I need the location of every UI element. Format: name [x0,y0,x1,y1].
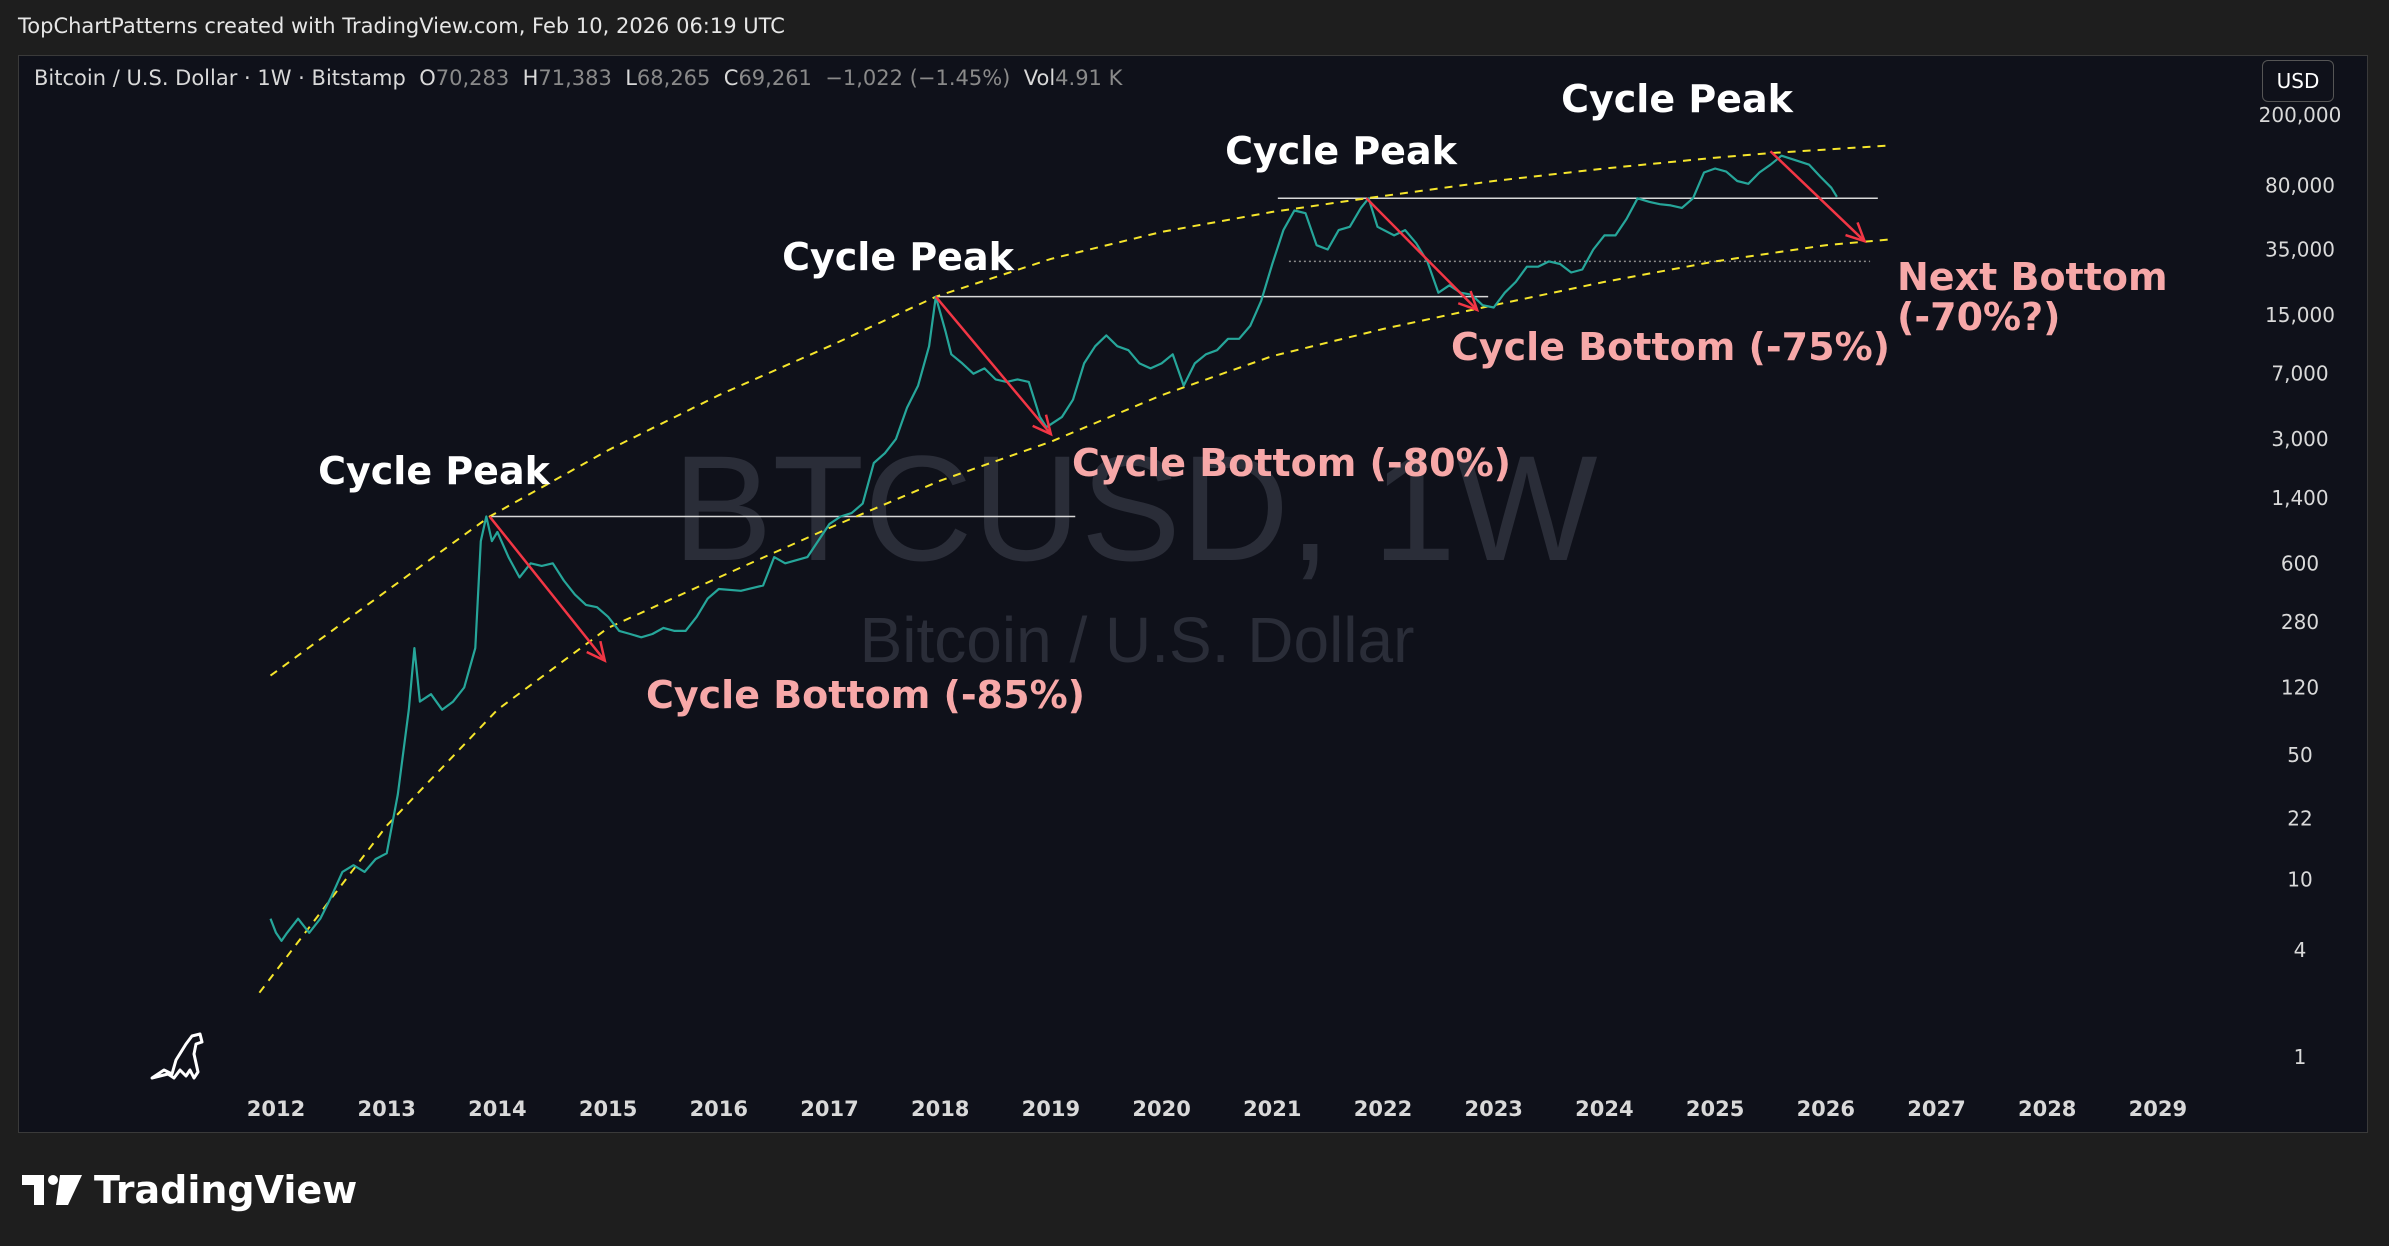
legend-change: −1,022 (−1.45%) [825,66,1011,90]
y-tick-label: 1 [2294,1045,2307,1069]
legend-low-label: L [625,66,637,90]
y-tick-label: 280 [2281,610,2319,634]
brand-name: TradingView [94,1168,358,1212]
annotation-2: Cycle Peak [782,235,1014,279]
series-line-0 [269,154,1838,943]
annotation-4: Cycle Peak [1225,129,1457,173]
y-tick-label: 4 [2294,938,2307,962]
y-tick-label: 35,000 [2265,238,2335,262]
arrow-3 [1769,150,1867,244]
arrow-0 [488,515,607,663]
y-tick-label: 7,000 [2271,362,2328,386]
legend-symbol: Bitcoin / U.S. Dollar · 1W · Bitstamp [34,66,406,90]
x-tick-label: 2024 [1575,1097,1633,1121]
annotation-1: Cycle Bottom (-85%) [646,673,1085,717]
x-tick-label: 2018 [911,1097,969,1121]
x-tick-label: 2013 [357,1097,415,1121]
x-tick-label: 2017 [800,1097,858,1121]
legend-close: 69,261 [738,66,812,90]
currency-button[interactable]: USD [2262,60,2334,102]
legend-vol: 4.91 K [1055,66,1123,90]
arrow-2 [1365,197,1480,312]
y-tick-label: 10 [2287,867,2312,891]
dinosaur-icon [150,1032,204,1080]
x-tick-label: 2015 [579,1097,637,1121]
arrow-1 [934,295,1053,437]
x-tick-label: 2020 [1132,1097,1190,1121]
x-tick-label: 2028 [2018,1097,2076,1121]
x-tick-label: 2022 [1354,1097,1412,1121]
x-tick-label: 2016 [690,1097,748,1121]
y-tick-label: 22 [2287,806,2312,830]
annotation-0: Cycle Peak [318,449,550,493]
band-lines [258,144,1893,994]
y-tick-label: 200,000 [2259,103,2342,127]
annotation-3: Cycle Bottom (-80%) [1072,441,1511,485]
legend-close-label: C [723,66,739,90]
annotation-7: Next Bottom (-70%?) [1897,255,2168,339]
y-tick-label: 600 [2281,551,2319,575]
x-tick-label: 2012 [247,1097,305,1121]
band-upper [269,144,1893,677]
x-tick-label: 2021 [1243,1097,1301,1121]
band-lower [258,238,1893,994]
y-tick-label: 80,000 [2265,174,2335,198]
annotation-6: Cycle Peak [1561,77,1793,121]
y-tick-label: 50 [2287,743,2312,767]
y-tick-label: 15,000 [2265,303,2335,327]
symbol-legend[interactable]: Bitcoin / U.S. Dollar · 1W · Bitstamp O7… [34,66,1122,90]
x-tick-label: 2019 [1022,1097,1080,1121]
cycle-arrows [488,150,1867,663]
x-tick-label: 2025 [1686,1097,1744,1121]
x-tick-label: 2026 [1797,1097,1855,1121]
x-tick-label: 2029 [2129,1097,2187,1121]
attribution-text: TopChartPatterns created with TradingVie… [18,14,785,38]
y-tick-label: 120 [2281,676,2319,700]
legend-open-label: O [419,66,436,90]
x-axis[interactable]: 2012 2013 2014 2015 2016 2017 2018 2019 2020 2021… [247,1097,2187,1121]
x-tick-label: 2014 [468,1097,526,1121]
legend-high-label: H [522,66,539,90]
legend-vol-label: Vol [1023,66,1056,90]
chart-frame[interactable] [18,55,2368,1133]
tradingview-logo[interactable]: TradingView [22,1168,357,1212]
watermark-sub: Bitcoin / U.S. Dollar [860,604,1415,676]
y-axis[interactable]: 200,000 80,000 35,000 15,000 7,000 3,000 1,400… [2259,103,2342,1069]
watermark-main: BTCUSD, 1W [672,424,1597,592]
price-series [269,154,1838,943]
x-tick-label: 2023 [1464,1097,1522,1121]
tradingview-logo-icon [22,1175,82,1205]
cycle-annotations: Cycle Peak Cycle Bottom (-85%) Cycle Peak C… [318,77,2167,717]
annotation-5: Cycle Bottom (-75%) [1451,325,1890,369]
x-tick-label: 2027 [1907,1097,1965,1121]
y-tick-label: 1,400 [2271,486,2328,510]
legend-high: 71,383 [538,66,612,90]
y-tick-label: 3,000 [2271,427,2328,451]
legend-low: 68,265 [636,66,711,90]
legend-open: 70,283 [435,66,510,90]
level-lines [489,197,1878,518]
